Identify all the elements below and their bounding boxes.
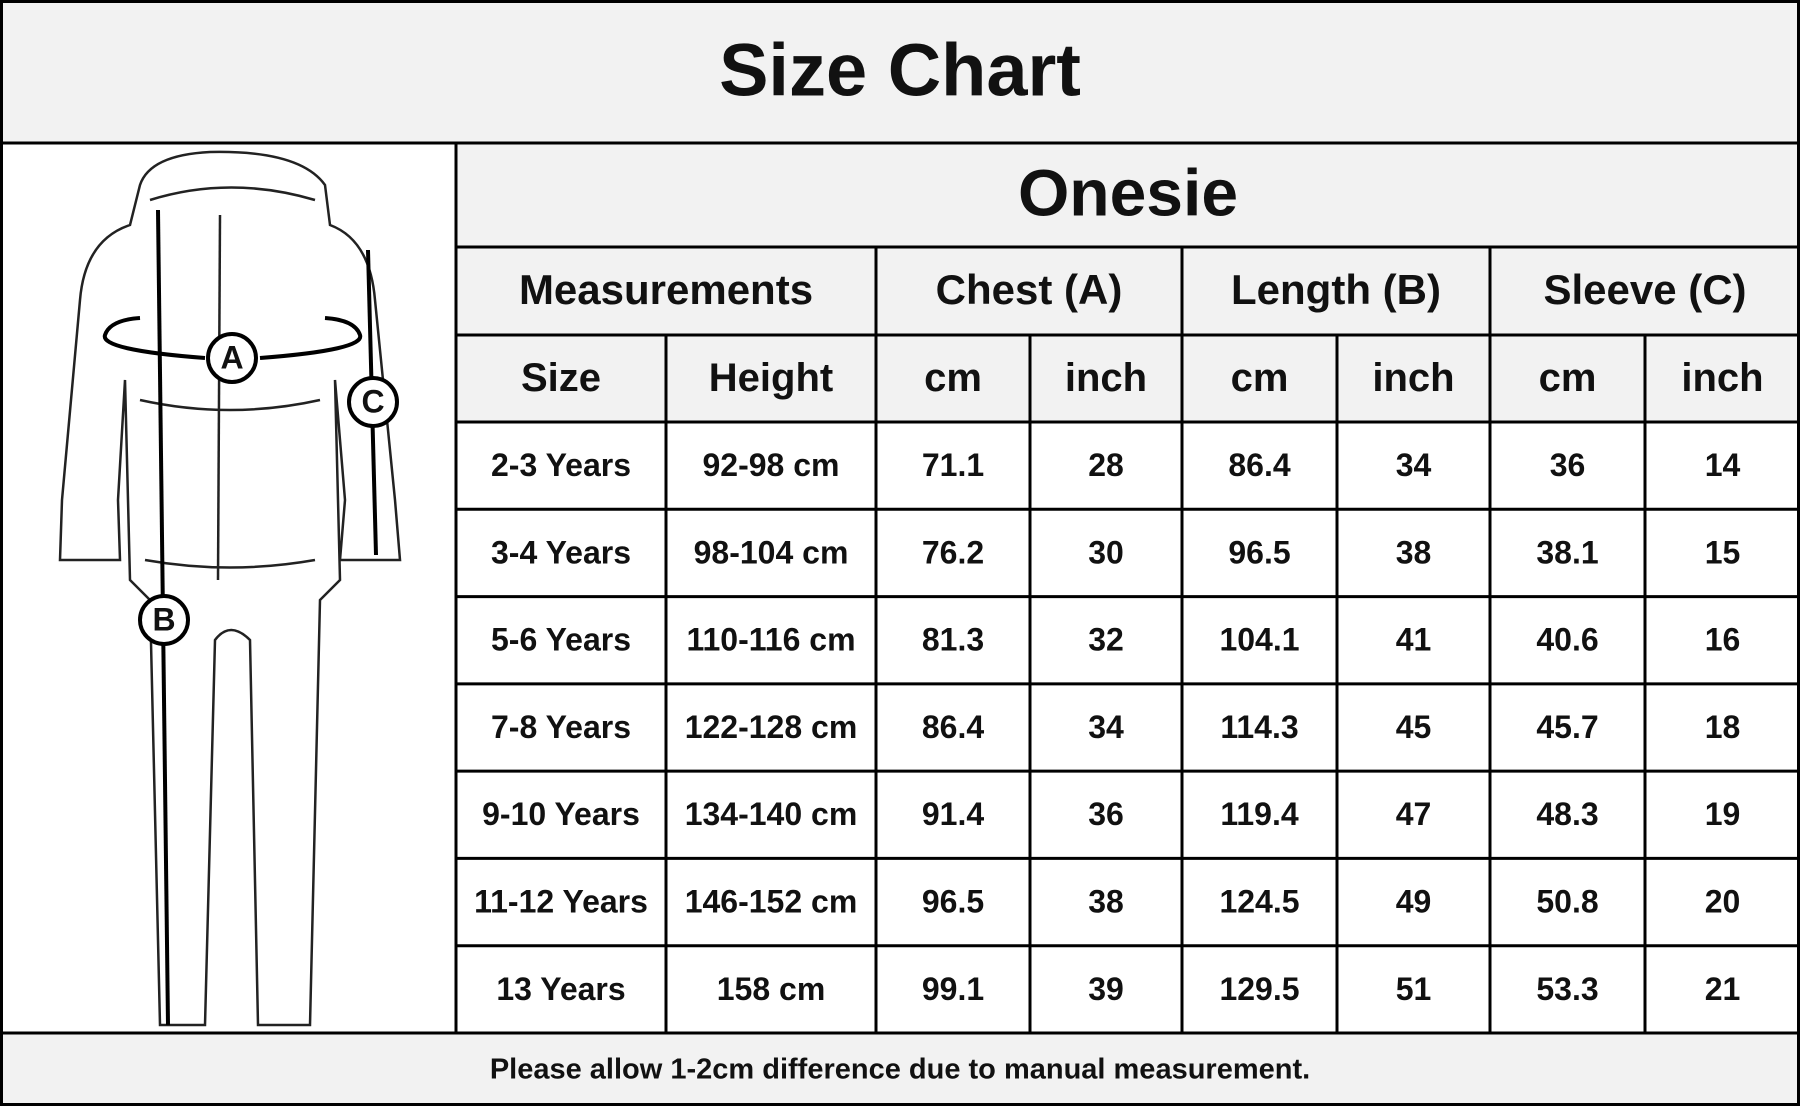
table-cell: 71.1 (922, 447, 984, 483)
table-cell: 86.4 (1228, 447, 1290, 483)
table-cell: 41 (1396, 622, 1432, 658)
column-header: inch (1681, 356, 1763, 400)
group-header: Measurements (519, 266, 813, 313)
table-cell: 53.3 (1536, 971, 1598, 1007)
footer-note: Please allow 1-2cm difference due to man… (490, 1054, 1310, 1086)
table-cell: 19 (1705, 796, 1741, 832)
table-cell: 49 (1396, 884, 1432, 920)
table-cell: 20 (1705, 884, 1741, 920)
figure-label: A (220, 339, 243, 375)
table-cell: 81.3 (922, 622, 984, 658)
table-cell: 21 (1705, 971, 1741, 1007)
table-cell: 45.7 (1536, 709, 1598, 745)
table-cell: 48.3 (1536, 796, 1598, 832)
table-cell: 39 (1088, 971, 1124, 1007)
table-cell: 9-10 Years (482, 796, 640, 832)
table-cell: 92-98 cm (703, 447, 840, 483)
table-cell: 40.6 (1536, 622, 1598, 658)
table-cell: 99.1 (922, 971, 984, 1007)
table-cell: 18 (1705, 709, 1741, 745)
table-cell: 45 (1396, 709, 1432, 745)
column-header: Height (709, 356, 833, 400)
table-cell: 28 (1088, 447, 1124, 483)
table-cell: 5-6 Years (491, 622, 631, 658)
table-cell: 119.4 (1220, 796, 1299, 832)
table-cell: 13 Years (496, 971, 625, 1007)
arrow-a (102, 316, 363, 360)
group-header: Sleeve (C) (1543, 266, 1746, 313)
table-cell: 134-140 cm (685, 796, 858, 832)
column-header: cm (1231, 356, 1289, 400)
table-cell: 51 (1396, 971, 1432, 1007)
table-cell: 98-104 cm (694, 534, 849, 570)
column-header: cm (924, 356, 982, 400)
table-cell: 7-8 Years (491, 709, 631, 745)
table-cell: 36 (1550, 447, 1586, 483)
table-cell: 129.5 (1219, 971, 1299, 1007)
table-cell: 91.4 (922, 796, 984, 832)
column-header: Size (521, 356, 601, 400)
table-cell: 32 (1088, 622, 1124, 658)
group-header: Length (B) (1231, 266, 1441, 313)
group-header: Chest (A) (936, 266, 1123, 313)
header-bg (456, 143, 1800, 422)
column-header: cm (1539, 356, 1597, 400)
table-cell: 86.4 (922, 709, 984, 745)
footer-bg (0, 1033, 1800, 1106)
table-cell: 15 (1705, 534, 1741, 570)
table-cell: 50.8 (1536, 884, 1598, 920)
table-cell: 110-116 cm (686, 622, 855, 658)
table-cell: 30 (1088, 534, 1124, 570)
table-cell: 38 (1396, 534, 1432, 570)
table-cell: 11-12 Years (474, 884, 648, 920)
table-cell: 2-3 Years (491, 447, 631, 483)
table-cell: 3-4 Years (491, 534, 631, 570)
label-circle (206, 332, 258, 384)
table-cell: 104.1 (1219, 622, 1299, 658)
table-cell: 96.5 (922, 884, 984, 920)
table-cell: 14 (1705, 447, 1741, 483)
table-cell: 38 (1088, 884, 1124, 920)
table-cell: 36 (1088, 796, 1124, 832)
table-cell: 146-152 cm (685, 884, 858, 920)
label-circle (138, 594, 190, 646)
column-header: inch (1065, 356, 1147, 400)
table-cell: 47 (1396, 796, 1432, 832)
title: Size Chart (719, 29, 1081, 112)
product-title: Onesie (1018, 155, 1238, 229)
table-cell: 76.2 (922, 534, 984, 570)
figure-label: B (152, 601, 175, 637)
table-cell: 16 (1705, 622, 1741, 658)
table-cell: 114.3 (1220, 709, 1298, 745)
table-cell: 38.1 (1536, 534, 1598, 570)
table-cell: 34 (1396, 447, 1432, 483)
table-cell: 122-128 cm (685, 709, 858, 745)
figure-label: C (361, 383, 384, 419)
title-bg (0, 0, 1800, 143)
onesie-figure: A B C (58, 150, 402, 1027)
table-cell: 96.5 (1228, 534, 1290, 570)
table-cell: 124.5 (1219, 884, 1299, 920)
table-cell: 158 cm (717, 971, 826, 1007)
table-cell: 34 (1088, 709, 1124, 745)
label-circle (347, 376, 399, 428)
column-header: inch (1372, 356, 1454, 400)
